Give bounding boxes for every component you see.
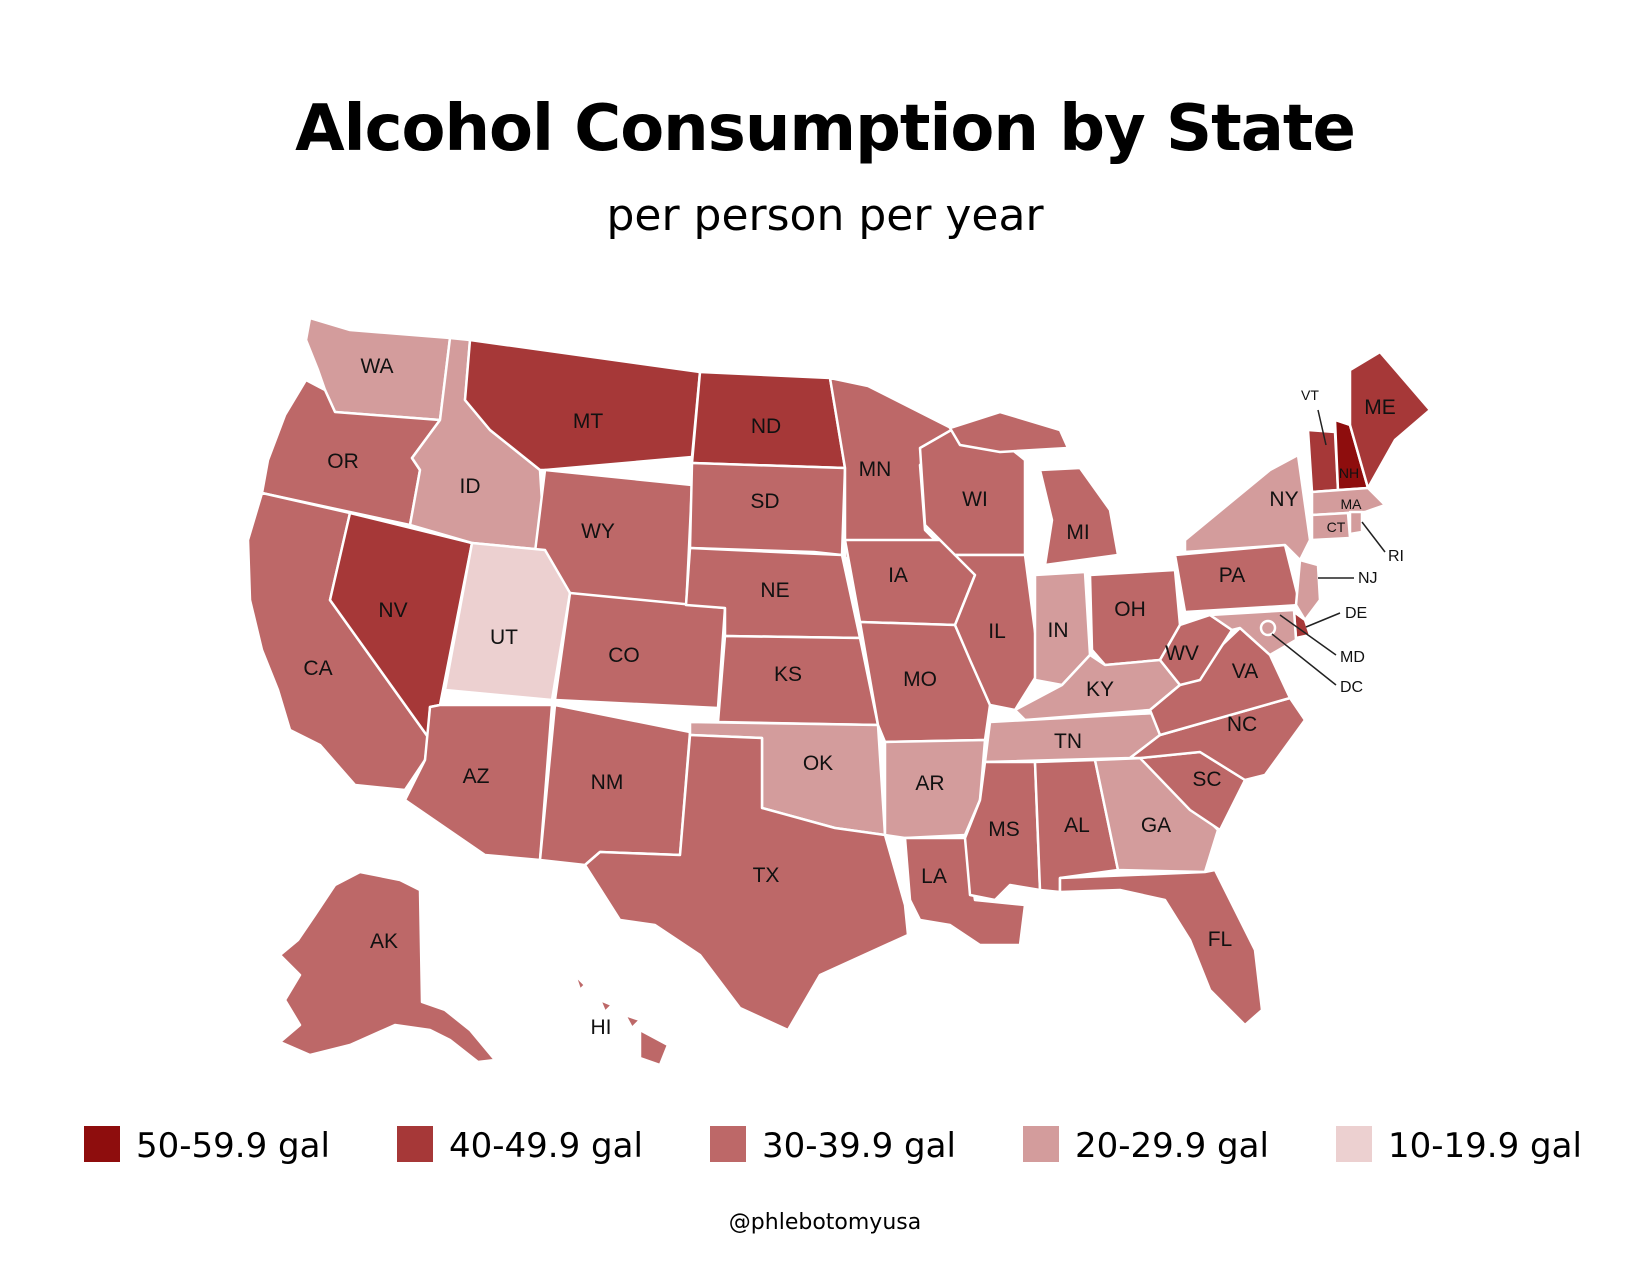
state-UT[interactable] [443, 541, 572, 702]
state-MD[interactable] [1208, 608, 1298, 657]
legend-label: 10-19.9 gal [1388, 1126, 1582, 1166]
legend-label: 40-49.9 gal [449, 1126, 643, 1166]
chart-subtitle: per person per year [606, 190, 1044, 241]
label-AL: AL [1064, 814, 1090, 837]
label-OH: OH [1114, 598, 1146, 621]
state-NJ[interactable] [1294, 558, 1322, 622]
state-DC[interactable] [1259, 619, 1277, 637]
legend-swatch [1023, 1126, 1059, 1162]
legend: 50-59.9 gal 40-49.9 gal 30-39.9 gal 20-2… [84, 1126, 1584, 1166]
legend-swatch [1336, 1126, 1372, 1162]
us-states-map: WA OR CA NV ID MT WY UT AZ CO NM ND SD N… [246, 316, 1432, 1067]
label-OR: OR [327, 450, 359, 473]
label-NJ: NJ [1358, 570, 1378, 587]
state-IL[interactable] [953, 553, 1042, 712]
label-HI: HI [591, 1016, 612, 1039]
label-MA: MA [1341, 496, 1363, 512]
label-MO: MO [903, 668, 937, 691]
label-VA: VA [1232, 660, 1258, 683]
legend-swatch [710, 1126, 746, 1162]
label-NH: NH [1339, 465, 1359, 481]
state-VT[interactable] [1306, 428, 1340, 494]
label-WA: WA [360, 355, 393, 378]
label-TX: TX [753, 864, 780, 887]
label-DE: DE [1345, 605, 1367, 622]
label-VT: VT [1301, 387, 1319, 403]
label-SC: SC [1192, 768, 1221, 791]
label-OK: OK [803, 752, 833, 775]
label-MT: MT [573, 410, 603, 433]
state-MA[interactable] [1310, 486, 1387, 517]
state-MN[interactable] [828, 376, 957, 560]
label-NM: NM [591, 771, 624, 794]
legend-swatch [397, 1126, 433, 1162]
label-WY: WY [581, 520, 615, 543]
state-ME[interactable] [1348, 350, 1432, 490]
state-RI[interactable] [1348, 510, 1364, 536]
label-MD: MD [1340, 649, 1365, 666]
legend-swatch [84, 1126, 120, 1162]
state-MI-upper[interactable] [948, 410, 1070, 454]
legend-label: 20-29.9 gal [1075, 1126, 1269, 1166]
label-GA: GA [1141, 814, 1171, 837]
label-KS: KS [774, 663, 802, 686]
label-CA: CA [303, 657, 332, 680]
label-NE: NE [760, 579, 789, 602]
state-NY[interactable] [1183, 453, 1312, 562]
state-labels: WA OR CA NV ID MT WY UT AZ CO NM ND SD N… [303, 355, 1404, 1039]
label-WV: WV [1165, 642, 1199, 665]
state-FL[interactable] [1058, 868, 1264, 1027]
label-CT: CT [1327, 519, 1346, 535]
state-CO[interactable] [553, 591, 727, 710]
label-DC: DC [1340, 679, 1363, 696]
state-MI[interactable] [1038, 466, 1120, 567]
label-TN: TN [1054, 730, 1082, 753]
chart-title: Alcohol Consumption by State [295, 92, 1356, 166]
state-AK[interactable] [278, 870, 497, 1064]
label-WI: WI [962, 488, 988, 511]
label-NY: NY [1269, 488, 1298, 511]
legend-label: 50-59.9 gal [136, 1126, 330, 1166]
state-CT[interactable] [1310, 511, 1352, 542]
label-UT: UT [490, 626, 518, 649]
label-RI: RI [1388, 548, 1404, 565]
legend-label: 30-39.9 gal [762, 1126, 956, 1166]
label-KY: KY [1086, 678, 1114, 701]
label-LA: LA [921, 865, 947, 888]
label-IL: IL [988, 620, 1006, 643]
label-MS: MS [988, 818, 1020, 841]
label-AR: AR [915, 772, 944, 795]
label-NC: NC [1227, 713, 1257, 736]
credit-handle: @phlebotomyusa [728, 1210, 922, 1235]
label-ME: ME [1364, 396, 1396, 419]
state-TX[interactable] [583, 733, 910, 1032]
label-MI: MI [1066, 521, 1089, 544]
label-MN: MN [859, 458, 892, 481]
state-HI[interactable] [573, 973, 670, 1067]
label-SD: SD [750, 490, 779, 513]
state-AZ[interactable] [403, 703, 554, 862]
label-PA: PA [1219, 564, 1245, 587]
label-AZ: AZ [463, 765, 490, 788]
label-FL: FL [1208, 928, 1233, 951]
label-NV: NV [378, 599, 407, 622]
label-CO: CO [608, 644, 640, 667]
label-AK: AK [370, 930, 398, 953]
label-ND: ND [751, 415, 781, 438]
label-IN: IN [1048, 619, 1069, 642]
label-ID: ID [460, 475, 481, 498]
label-IA: IA [888, 564, 908, 587]
